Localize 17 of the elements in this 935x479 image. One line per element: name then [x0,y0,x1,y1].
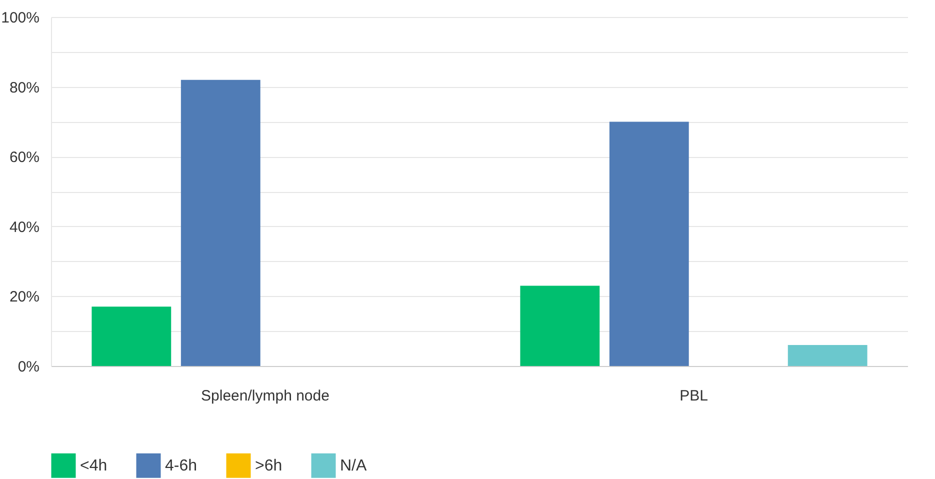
x-tick-label: Spleen/lymph node [201,388,330,404]
bar [520,286,600,366]
bar [788,345,868,366]
y-tick-label: 20% [9,288,40,306]
legend-label: 4-6h [165,458,198,475]
x-tick-label: PBL [680,388,708,404]
y-tick-label: 80% [9,79,40,96]
legend-label: <4h [80,458,108,475]
bar [609,122,689,366]
y-tick-label: 40% [9,218,40,236]
legend-label: >6h [255,458,282,475]
y-tick-label: 100% [1,10,40,26]
legend-label: N/A [340,458,367,475]
y-tick-label: 0% [18,358,40,376]
bar [180,80,260,366]
bar [92,306,172,366]
y-tick-label: 60% [9,149,40,166]
